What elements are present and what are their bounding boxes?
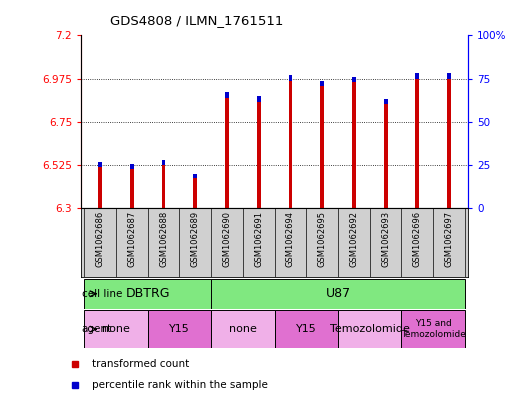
Bar (447, 79, 451, 208)
Bar (130, 164, 134, 169)
Text: GSM1062686: GSM1062686 (96, 211, 105, 267)
Bar (384, 99, 388, 104)
Text: GSM1062693: GSM1062693 (381, 211, 390, 267)
Bar (320, 81, 324, 86)
Bar (130, 169, 134, 208)
Text: GSM1062691: GSM1062691 (254, 211, 263, 267)
Bar (211, 310, 275, 348)
Text: none: none (102, 324, 130, 334)
Bar (225, 98, 229, 208)
Bar (320, 86, 324, 208)
Text: none: none (229, 324, 257, 334)
Text: GSM1062689: GSM1062689 (191, 211, 200, 267)
Bar (211, 279, 465, 309)
Text: GDS4808 / ILMN_1761511: GDS4808 / ILMN_1761511 (110, 14, 284, 27)
Text: percentile rank within the sample: percentile rank within the sample (93, 380, 268, 390)
Bar (162, 160, 165, 165)
Bar (447, 73, 451, 79)
Bar (147, 310, 211, 348)
Bar (384, 104, 388, 208)
Text: cell line: cell line (82, 289, 122, 299)
Bar (84, 310, 147, 348)
Text: GSM1062697: GSM1062697 (445, 211, 453, 267)
Text: DBTRG: DBTRG (126, 287, 170, 300)
Bar (402, 310, 465, 348)
Text: GSM1062695: GSM1062695 (317, 211, 327, 267)
Text: GSM1062696: GSM1062696 (413, 211, 422, 267)
Text: GSM1062692: GSM1062692 (349, 211, 358, 267)
Text: Y15: Y15 (169, 324, 190, 334)
Bar (98, 167, 102, 208)
Text: agent: agent (82, 324, 112, 334)
Bar (257, 102, 260, 208)
Bar (338, 310, 402, 348)
Text: GSM1062694: GSM1062694 (286, 211, 295, 267)
Bar (194, 178, 197, 208)
Bar (415, 73, 419, 79)
Bar (289, 81, 292, 208)
Text: GSM1062688: GSM1062688 (159, 211, 168, 267)
Text: transformed count: transformed count (93, 358, 190, 369)
Bar (415, 79, 419, 208)
Bar (84, 279, 211, 309)
Text: Y15: Y15 (296, 324, 316, 334)
Bar (98, 162, 102, 167)
Bar (225, 92, 229, 98)
Text: GSM1062687: GSM1062687 (127, 211, 137, 267)
Text: Y15 and
Temozolomide: Y15 and Temozolomide (401, 320, 465, 339)
Bar (194, 174, 197, 178)
Bar (352, 83, 356, 208)
Bar (257, 96, 260, 102)
Bar (289, 75, 292, 81)
Bar (352, 77, 356, 83)
Bar (275, 310, 338, 348)
Text: Temozolomide: Temozolomide (330, 324, 410, 334)
Text: GSM1062690: GSM1062690 (222, 211, 232, 267)
Text: U87: U87 (325, 287, 350, 300)
Bar (162, 165, 165, 208)
